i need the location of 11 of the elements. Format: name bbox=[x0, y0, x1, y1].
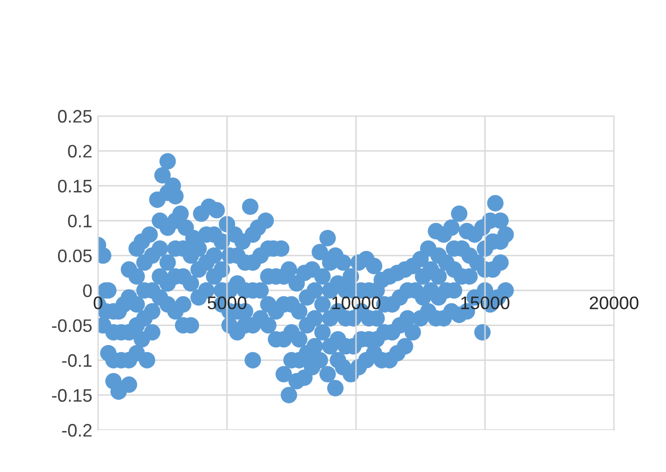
y-tick-label: 0.15 bbox=[58, 180, 92, 192]
y-tick-label: -0.2 bbox=[62, 424, 92, 437]
y-tick-label: 0.05 bbox=[58, 249, 92, 262]
y-tick-label: -0.15 bbox=[52, 389, 92, 402]
y-tick-label: -0.05 bbox=[52, 319, 92, 332]
x-tick-label: 20000 bbox=[590, 296, 638, 310]
y-tick-label: 0 bbox=[83, 284, 92, 298]
y-tick-label: 0.25 bbox=[58, 110, 92, 123]
y-tick-label: 0.1 bbox=[68, 214, 92, 228]
y-tick-label: 0.2 bbox=[68, 144, 92, 158]
y-tick-label: -0.1 bbox=[62, 354, 92, 367]
